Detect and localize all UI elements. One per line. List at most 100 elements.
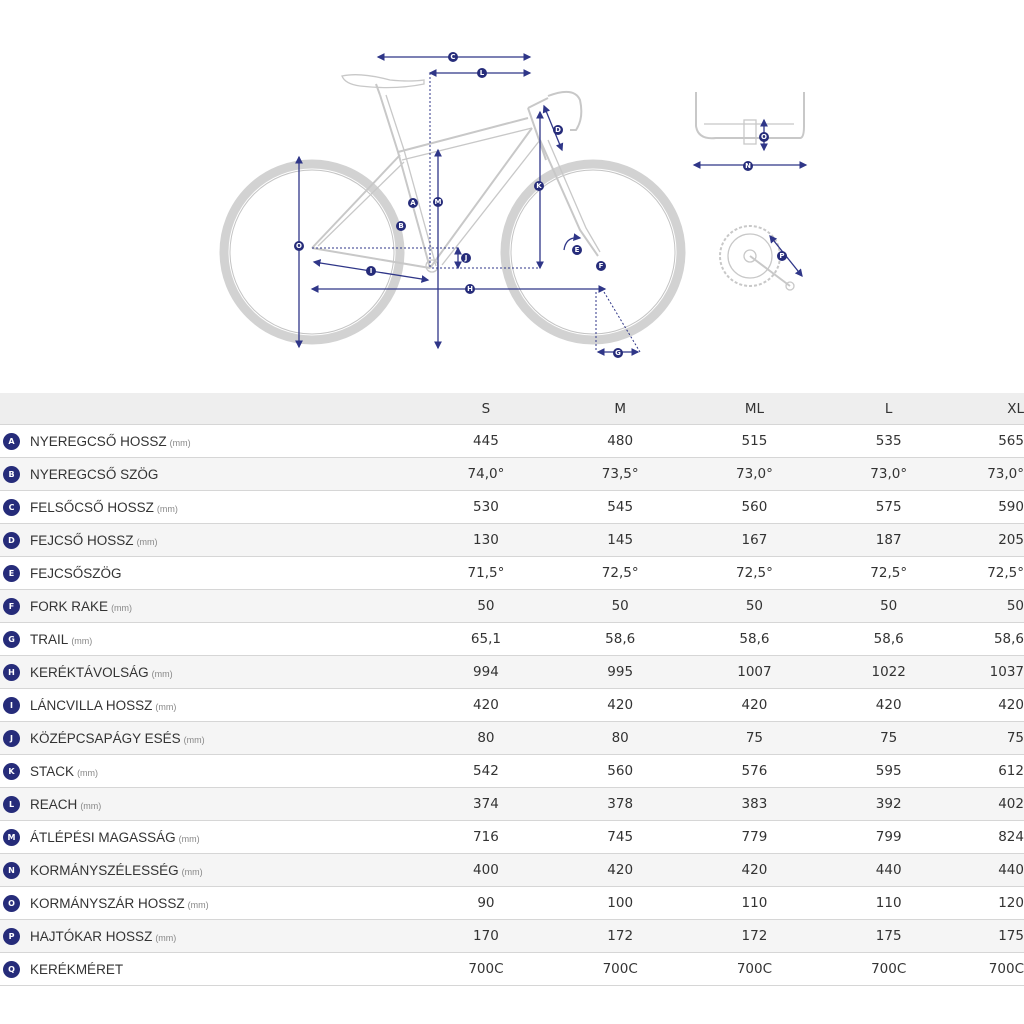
crankset-detail <box>719 225 803 291</box>
cell-size-xl: 120 <box>955 886 1024 920</box>
table-row: F FORK RAKE (mm) 50 50 50 50 50 <box>0 589 1024 623</box>
row-label: TRAIL <box>30 631 69 647</box>
svg-text:P: P <box>779 252 784 260</box>
row-unit: (mm) <box>71 635 93 646</box>
row-badge-cell: B <box>0 457 31 491</box>
row-badge-cell: K <box>0 754 31 788</box>
row-label-cell: KORMÁNYSZÉLESSÉG (mm) <box>30 853 419 887</box>
badge-L: L <box>477 68 487 78</box>
cell-size-l: 799 <box>821 820 956 854</box>
cell-size-l: 595 <box>821 754 956 788</box>
cell-size-m: 145 <box>553 523 688 557</box>
row-label-cell: KERÉKMÉRET <box>30 952 419 986</box>
cell-size-xl: 824 <box>955 820 1024 854</box>
row-unit: (mm) <box>111 602 133 613</box>
cell-size-m: 172 <box>553 919 688 953</box>
row-marker-badge: J <box>3 730 20 747</box>
table-row: L REACH (mm) 374 378 383 392 402 <box>0 787 1024 821</box>
svg-text:K: K <box>536 182 542 190</box>
cell-size-ml: 167 <box>687 523 822 557</box>
cell-size-m: 745 <box>553 820 688 854</box>
row-badge-cell: Q <box>0 952 31 986</box>
header-label-cell <box>30 393 419 425</box>
row-badge-cell: N <box>0 853 31 887</box>
row-marker-badge: P <box>3 928 20 945</box>
cell-size-s: 530 <box>418 490 554 524</box>
svg-text:G: G <box>615 349 621 357</box>
cell-size-m: 420 <box>553 688 688 722</box>
row-marker-badge: F <box>3 598 20 615</box>
row-label: KERÉKMÉRET <box>30 961 124 977</box>
badge-N: N <box>743 161 753 171</box>
row-badge-cell: F <box>0 589 31 623</box>
cell-size-m: 995 <box>553 655 688 689</box>
cell-size-s: 445 <box>418 424 554 458</box>
cell-size-m: 700C <box>553 952 688 986</box>
row-badge-cell: L <box>0 787 31 821</box>
cell-size-xl: 420 <box>955 688 1024 722</box>
row-label: STACK <box>30 763 75 779</box>
geometry-table: S M ML L XL A NYEREGCSŐ HOSSZ (mm) 445 480 51… <box>0 393 1024 986</box>
row-badge-cell: M <box>0 820 31 854</box>
table-row: N KORMÁNYSZÉLESSÉG (mm) 400 420 420 440 440 <box>0 853 1024 887</box>
svg-text:D: D <box>555 126 561 134</box>
cell-size-ml: 73,0° <box>687 457 822 491</box>
table-row: B NYEREGCSŐ SZÖG 74,0° 73,5° 73,0° 73,0° 73,0° <box>0 457 1024 491</box>
table-row: K STACK (mm) 542 560 576 595 612 <box>0 754 1024 788</box>
row-label: KERÉKTÁVOLSÁG <box>30 664 149 680</box>
cell-size-s: 90 <box>418 886 554 920</box>
cell-size-xl: 1037 <box>955 655 1024 689</box>
table-header-row: S M ML L XL <box>0 393 1024 425</box>
size-header-ml: ML <box>687 393 822 425</box>
cell-size-s: 71,5° <box>418 556 554 590</box>
cell-size-ml: 172 <box>687 919 822 953</box>
svg-text:A: A <box>410 199 416 207</box>
row-label-cell: FELSŐCSŐ HOSSZ (mm) <box>30 490 419 524</box>
row-label: FEJCSŐSZÖG <box>30 565 122 581</box>
row-label: NYEREGCSŐ HOSSZ <box>30 433 167 449</box>
cell-size-xl: 590 <box>955 490 1024 524</box>
cell-size-ml: 383 <box>687 787 822 821</box>
cell-size-l: 110 <box>821 886 956 920</box>
cell-size-s: 170 <box>418 919 554 953</box>
cell-size-s: 700C <box>418 952 554 986</box>
row-label-cell: NYEREGCSŐ SZÖG <box>30 457 419 491</box>
cell-size-ml: 560 <box>687 490 822 524</box>
row-unit: (mm) <box>80 800 102 811</box>
cell-size-m: 58,6 <box>553 622 688 656</box>
badge-M: M <box>433 197 443 207</box>
row-label: FORK RAKE <box>30 598 109 614</box>
svg-text:J: J <box>464 254 468 262</box>
row-marker-badge: C <box>3 499 20 516</box>
row-badge-cell: I <box>0 688 31 722</box>
rear-wheel <box>219 159 405 345</box>
badge-F: F <box>596 261 606 271</box>
row-unit: (mm) <box>169 437 191 448</box>
svg-text:O: O <box>761 133 767 141</box>
cell-size-xl: 73,0° <box>955 457 1024 491</box>
row-label: KORMÁNYSZÉLESSÉG <box>30 862 179 878</box>
cell-size-xl: 402 <box>955 787 1024 821</box>
row-label: FEJCSŐ HOSSZ <box>30 532 134 548</box>
badge-B: B <box>396 221 406 231</box>
cell-size-ml: 58,6 <box>687 622 822 656</box>
cell-size-m: 378 <box>553 787 688 821</box>
cell-size-l: 575 <box>821 490 956 524</box>
row-label: REACH <box>30 796 78 812</box>
cell-size-ml: 72,5° <box>687 556 822 590</box>
bike-frame <box>311 74 601 273</box>
row-unit: (mm) <box>183 734 205 745</box>
svg-text:H: H <box>467 285 473 293</box>
row-unit: (mm) <box>155 932 177 943</box>
bike-geometry-diagram: A B C D E F G H I J K L M N O O P <box>219 52 808 358</box>
cell-size-l: 420 <box>821 688 956 722</box>
cell-size-s: 65,1 <box>418 622 554 656</box>
size-header-s: S <box>418 393 554 425</box>
cell-size-l: 72,5° <box>821 556 956 590</box>
row-label: KORMÁNYSZÁR HOSSZ <box>30 895 185 911</box>
row-unit: (mm) <box>155 701 177 712</box>
cell-size-xl: 440 <box>955 853 1024 887</box>
row-unit: (mm) <box>187 899 209 910</box>
svg-text:B: B <box>398 222 403 230</box>
table-row: Q KERÉKMÉRET 700C 700C 700C 700C 700C <box>0 952 1024 986</box>
